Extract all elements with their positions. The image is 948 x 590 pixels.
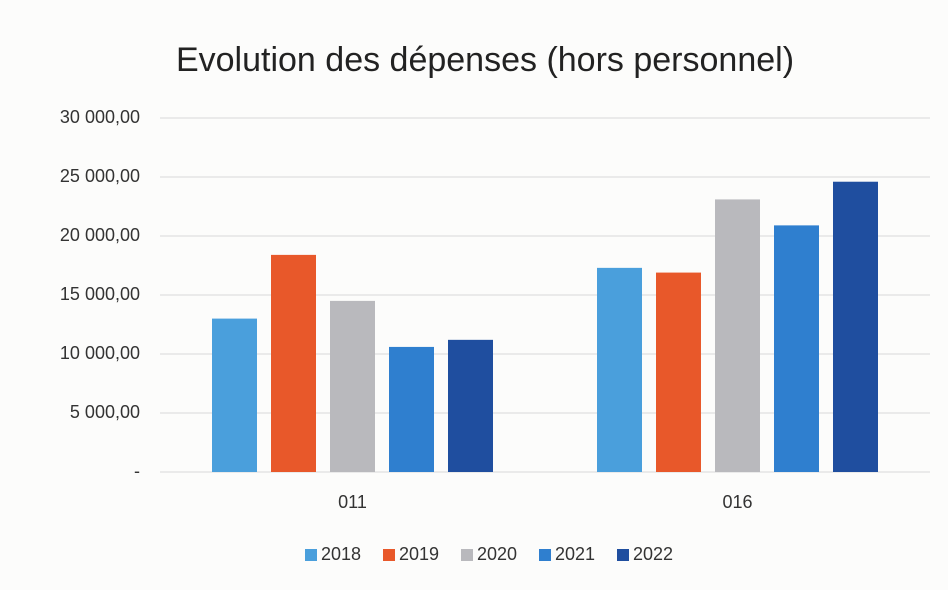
bar (212, 318, 257, 472)
legend-swatch (461, 549, 473, 561)
chart-title: Evolution des dépenses (hors personnel) (176, 41, 794, 79)
y-tick-label: 30 000,00 (60, 107, 140, 127)
bar (656, 272, 701, 472)
y-tick-label: 10 000,00 (60, 343, 140, 363)
y-tick-label: 20 000,00 (60, 225, 140, 245)
y-tick-label: 5 000,00 (70, 402, 140, 422)
x-tick-label: 016 (722, 492, 752, 512)
legend-label: 2020 (477, 544, 517, 564)
y-tick-label: 25 000,00 (60, 166, 140, 186)
x-tick-label: 011 (338, 492, 367, 512)
bar (833, 181, 878, 472)
y-tick-label: 15 000,00 (60, 284, 140, 304)
bar (330, 300, 375, 472)
legend-swatch (539, 549, 551, 561)
legend-label: 2018 (321, 544, 361, 564)
legend-label: 2019 (399, 544, 439, 564)
bar (389, 346, 434, 472)
y-tick-label: - (134, 461, 140, 481)
legend-swatch (383, 549, 395, 561)
bar (597, 267, 642, 472)
bar (774, 225, 819, 472)
bar (271, 254, 316, 472)
legend-swatch (305, 549, 317, 561)
bar (715, 199, 760, 473)
legend-swatch (617, 549, 629, 561)
legend-label: 2022 (633, 544, 673, 564)
legend-label: 2021 (555, 544, 595, 564)
bar (448, 339, 493, 472)
